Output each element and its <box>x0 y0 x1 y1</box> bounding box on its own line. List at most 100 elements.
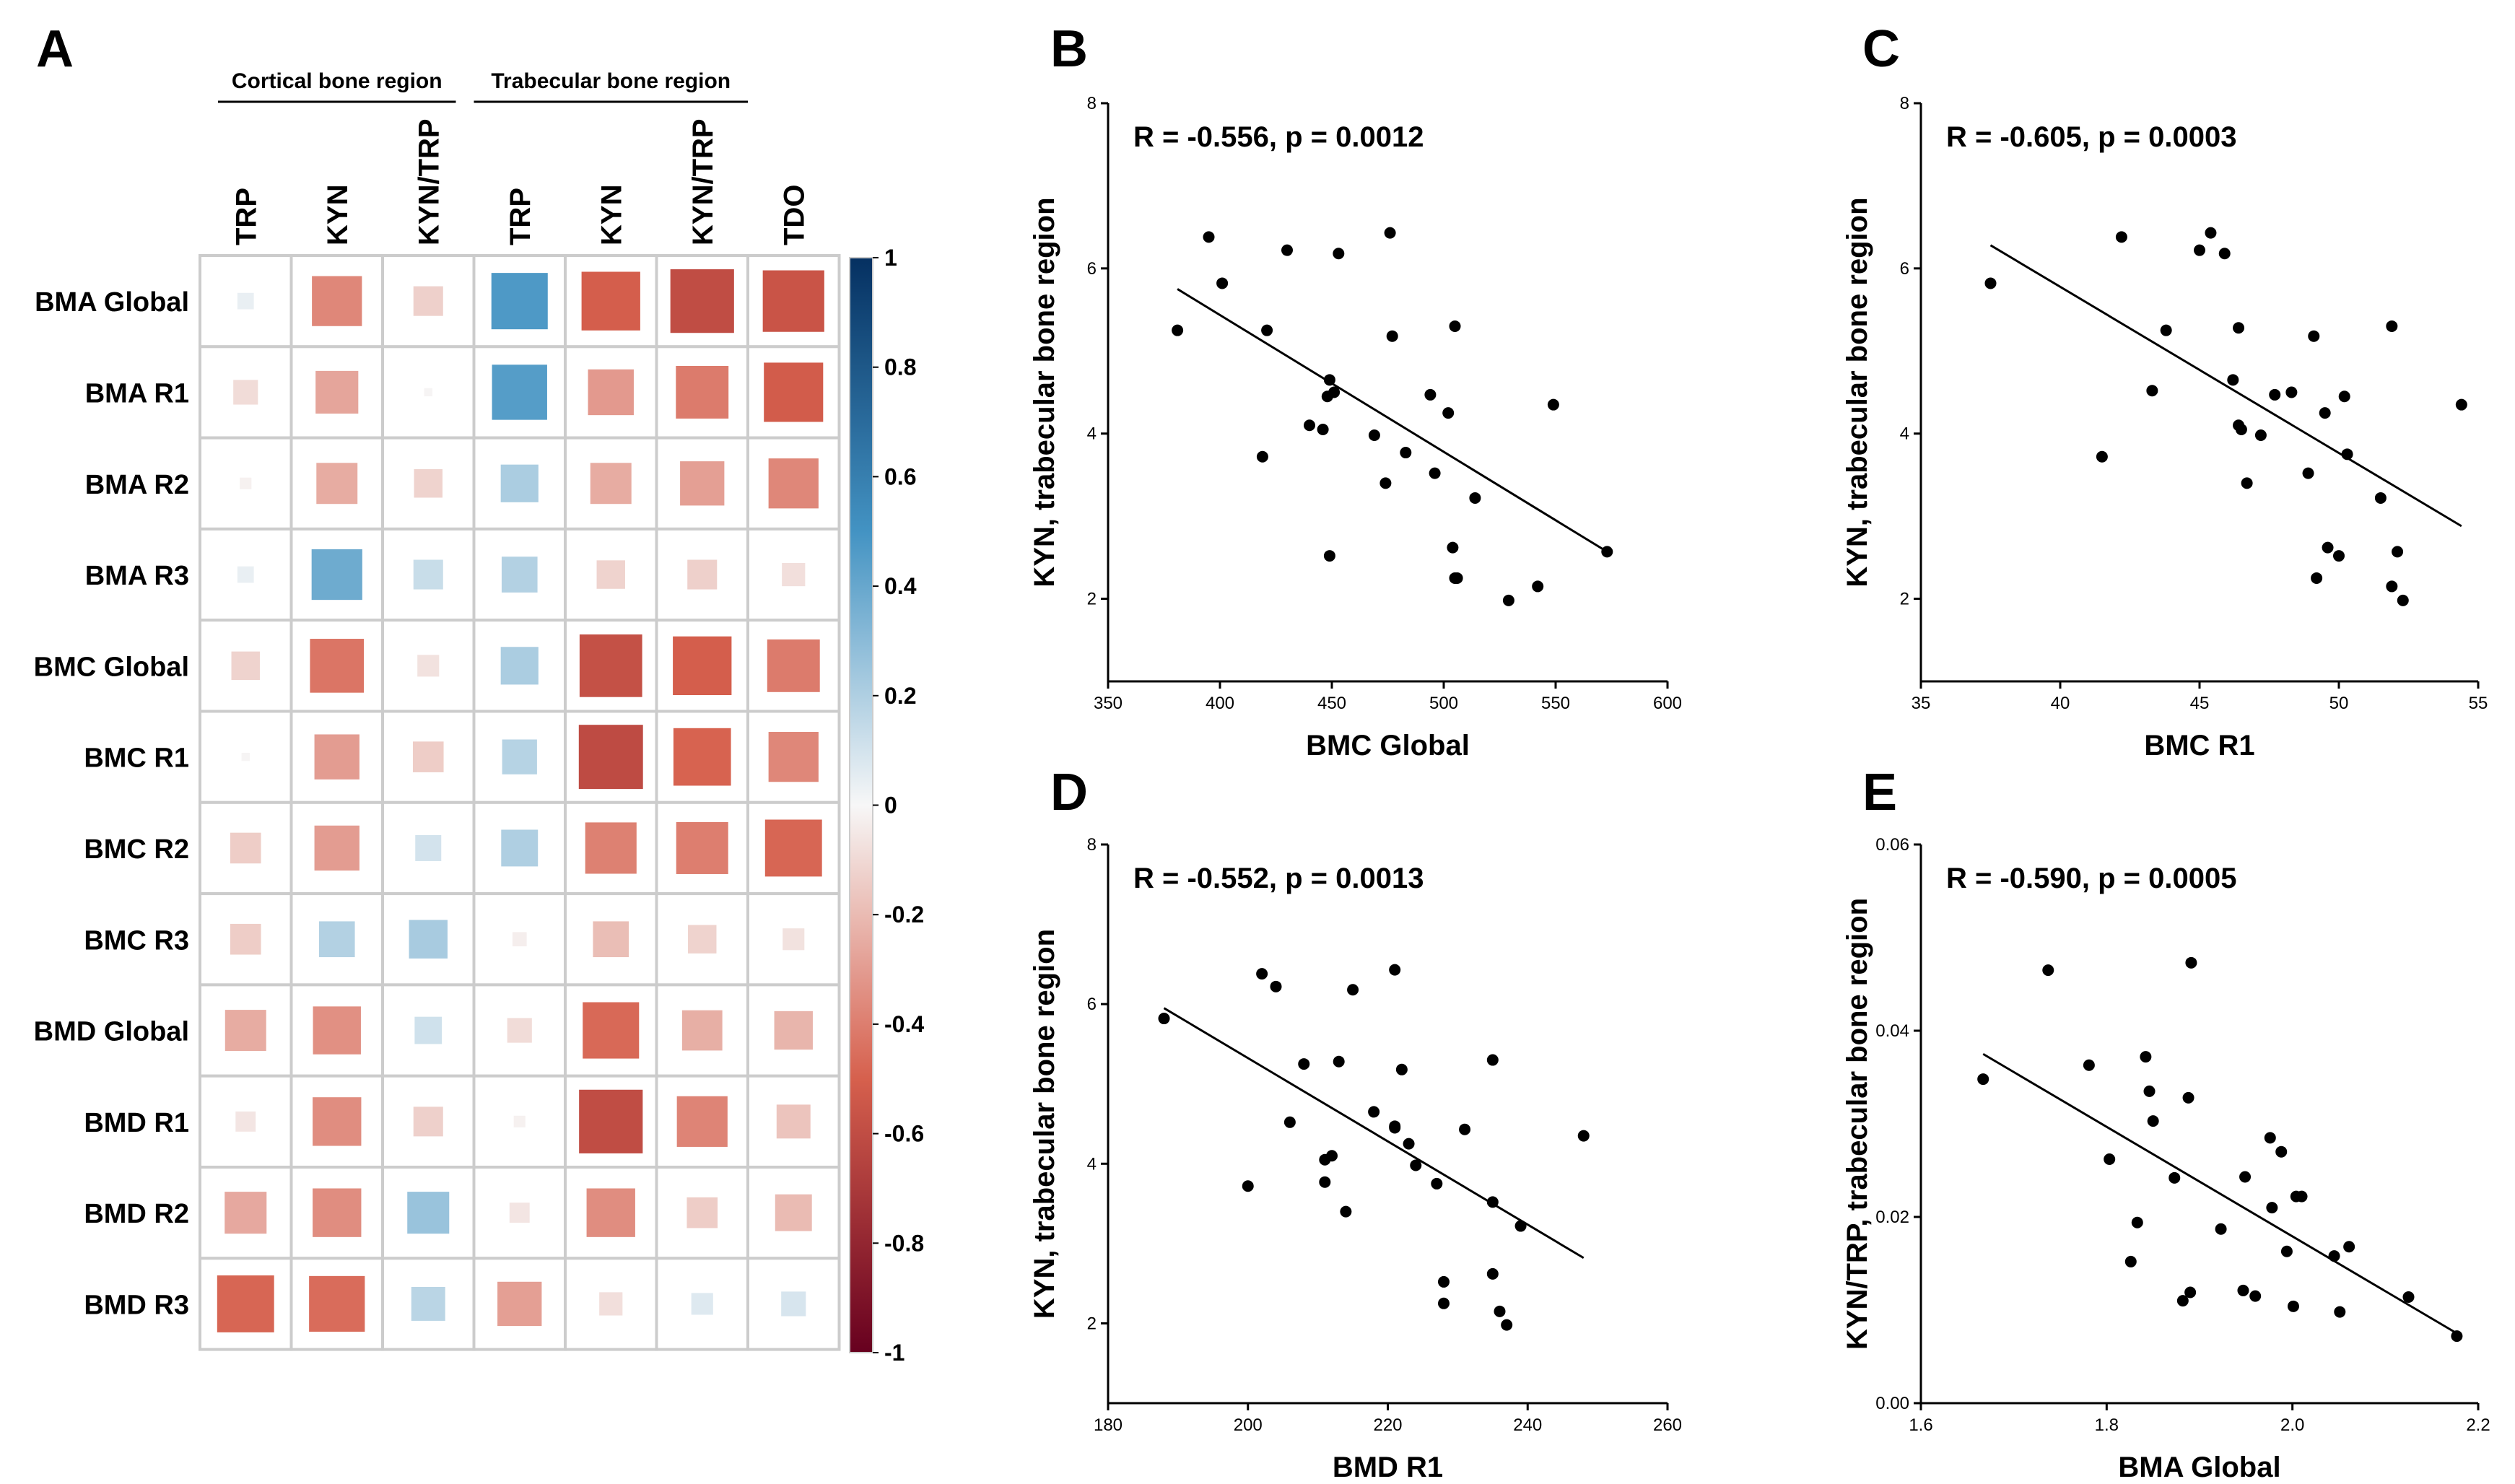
y-tick-label: 0.02 <box>1875 1208 1909 1227</box>
heatmap-square <box>586 1188 635 1237</box>
colorbar-tick-label: -1 <box>884 1340 905 1366</box>
y-tick-label: 4 <box>1087 424 1097 444</box>
data-point <box>1410 1159 1422 1171</box>
heatmap-square <box>311 549 362 601</box>
y-tick-label: 8 <box>1087 835 1097 855</box>
column-label: KYN <box>322 185 354 245</box>
heatmap-square <box>579 634 642 697</box>
data-point <box>1319 1176 1331 1188</box>
x-tick-label: 45 <box>2190 694 2210 713</box>
column-label: TRP <box>230 188 262 245</box>
data-point <box>2322 541 2334 554</box>
colorbar-tick-label: 1 <box>884 245 897 271</box>
data-point <box>2343 1241 2355 1253</box>
data-point <box>1323 374 1335 386</box>
x-tick-label: 50 <box>2329 694 2349 713</box>
heatmap-square <box>225 1192 267 1234</box>
y-tick-label: 2 <box>1087 1314 1097 1333</box>
heatmap-square <box>768 458 819 509</box>
data-point <box>2275 1145 2288 1158</box>
data-point <box>1977 1073 1989 1086</box>
colorbar-tick-label: 0.8 <box>884 354 916 380</box>
heatmap-square <box>497 1281 542 1327</box>
heatmap-square <box>513 1115 526 1127</box>
panel-d-scatter: D 180 200 220 240 260 2 4 6 8 BMD R1 KYN, trabecul… <box>1029 764 1682 1483</box>
data-point <box>2402 1291 2415 1303</box>
x-tick-label: 240 <box>1513 1415 1542 1435</box>
data-point <box>1203 231 1215 243</box>
data-point <box>2146 385 2158 397</box>
heatmap-square <box>413 559 443 590</box>
heatmap-square <box>588 369 634 416</box>
regression-line <box>1163 1007 1585 1260</box>
y-tick-label: 2 <box>1087 590 1097 609</box>
colorbar-tick-label: 0.4 <box>884 573 917 599</box>
y-tick-label: 6 <box>1087 995 1097 1014</box>
data-point <box>1379 477 1392 489</box>
data-point <box>2237 1284 2249 1296</box>
data-point <box>1451 572 1463 584</box>
heatmap-square <box>237 292 254 310</box>
heatmap-square <box>585 822 637 874</box>
heatmap-square <box>415 834 442 861</box>
data-point <box>1172 324 1184 336</box>
row-label: BMA R3 <box>85 561 189 591</box>
y-axis-title: KYN, trabecular bone region <box>1841 197 1873 587</box>
heatmap-square <box>768 732 819 782</box>
row-label: BMD Global <box>34 1017 189 1047</box>
y-tick-label: 6 <box>1900 259 1909 279</box>
data-point <box>2249 1290 2262 1302</box>
data-point <box>1384 227 1396 239</box>
data-point <box>1368 429 1380 442</box>
data-point <box>1438 1275 1450 1288</box>
heatmap-square <box>762 270 824 332</box>
heatmap-square <box>681 1010 723 1051</box>
colorbar <box>849 257 873 1353</box>
x-tick-label: 2.2 <box>2466 1415 2490 1435</box>
colorbar-tick-label: -0.6 <box>884 1121 924 1147</box>
heatmap-square <box>424 388 432 397</box>
panel-letter-a: A <box>36 20 74 78</box>
heatmap-square <box>407 1192 450 1234</box>
data-point <box>1459 1123 1471 1135</box>
heatmap-square <box>413 1107 443 1137</box>
data-point <box>1424 388 1437 401</box>
heatmap-square <box>235 1111 256 1132</box>
panel-letter-b: B <box>1050 20 1088 78</box>
heatmap-square <box>240 477 252 489</box>
data-point <box>1984 277 1997 289</box>
data-point <box>2266 1202 2278 1214</box>
heatmap-square <box>764 819 822 877</box>
column-label: KYN/TRP <box>413 118 445 245</box>
data-point <box>2319 407 2331 419</box>
x-tick-label: 2.0 <box>2280 1415 2304 1435</box>
x-tick-label: 220 <box>1373 1415 1402 1435</box>
heatmap-square <box>509 1203 530 1223</box>
data-point <box>1261 324 1273 336</box>
data-point <box>2374 492 2387 504</box>
heatmap-square <box>776 1104 811 1139</box>
data-point <box>1502 594 1514 606</box>
heatmap-square <box>673 728 731 786</box>
x-tick-label: 400 <box>1206 694 1234 713</box>
data-point <box>2264 1132 2276 1144</box>
row-label: BMC R2 <box>84 834 189 865</box>
data-point <box>2115 231 2127 243</box>
data-point <box>1403 1138 1415 1150</box>
data-point <box>2169 1171 2181 1184</box>
data-point <box>1577 1130 1590 1142</box>
panel-letter-d: D <box>1050 764 1088 821</box>
heatmap-square <box>230 923 261 955</box>
data-point <box>2280 1245 2293 1257</box>
panel-letter-c: C <box>1862 20 1900 78</box>
data-point <box>1449 320 1461 332</box>
y-axis-title: KYN, trabecular bone region <box>1029 197 1060 587</box>
heatmap-square <box>590 463 632 505</box>
data-point <box>1256 450 1268 463</box>
heatmap-square <box>409 920 448 959</box>
row-label: BMA R2 <box>85 470 189 500</box>
heatmap-square <box>412 741 444 772</box>
panel-a-heatmap: A Cortical bone region Trabecular bone re… <box>34 20 925 1366</box>
data-point <box>2287 1300 2299 1312</box>
data-point <box>1281 244 1293 256</box>
